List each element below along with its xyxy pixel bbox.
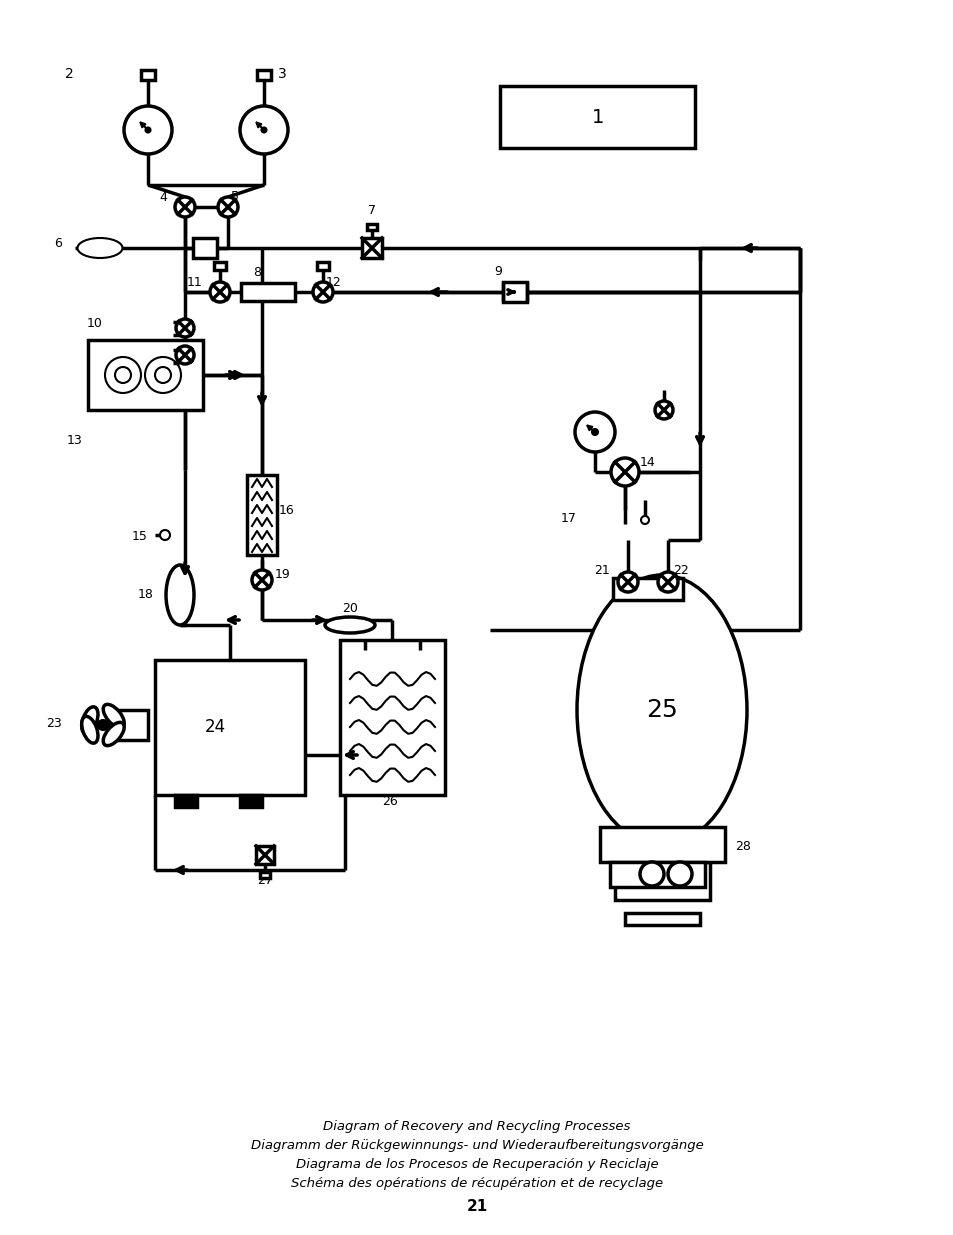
Circle shape — [240, 106, 288, 154]
Bar — [260, 872, 270, 878]
Circle shape — [610, 458, 639, 487]
Text: 5: 5 — [231, 189, 239, 203]
Bar — [256, 70, 271, 80]
Ellipse shape — [82, 716, 98, 743]
Bar — [624, 913, 700, 925]
Bar — [174, 795, 196, 806]
Text: 9: 9 — [494, 264, 501, 278]
Text: 26: 26 — [382, 795, 397, 808]
Circle shape — [98, 720, 108, 730]
Circle shape — [252, 571, 272, 590]
Bar — [193, 238, 216, 258]
Circle shape — [105, 357, 141, 393]
Circle shape — [154, 367, 171, 383]
Bar — [613, 578, 682, 600]
Bar — [316, 262, 329, 270]
Bar — [88, 340, 203, 410]
Text: 18: 18 — [138, 588, 153, 600]
Circle shape — [124, 106, 172, 154]
Ellipse shape — [77, 238, 122, 258]
Text: 13: 13 — [66, 433, 82, 447]
Circle shape — [210, 282, 230, 303]
Circle shape — [146, 127, 151, 132]
Text: 2: 2 — [65, 67, 73, 82]
Circle shape — [313, 282, 333, 303]
Bar — [141, 70, 154, 80]
Text: 16: 16 — [278, 504, 294, 516]
Circle shape — [175, 319, 193, 337]
Circle shape — [658, 572, 678, 592]
Text: 15: 15 — [132, 530, 148, 542]
Text: 19: 19 — [274, 568, 291, 580]
Ellipse shape — [103, 722, 124, 746]
Text: 14: 14 — [639, 456, 655, 468]
Text: 24: 24 — [204, 718, 225, 736]
Bar — [108, 710, 148, 740]
Bar — [240, 795, 262, 806]
Text: 3: 3 — [277, 67, 287, 82]
Text: 22: 22 — [672, 563, 688, 577]
Ellipse shape — [577, 576, 746, 845]
Circle shape — [115, 367, 131, 383]
Ellipse shape — [325, 618, 375, 634]
Circle shape — [261, 127, 266, 132]
Circle shape — [175, 346, 193, 364]
Circle shape — [640, 516, 648, 524]
Bar — [247, 475, 276, 555]
Ellipse shape — [103, 704, 124, 727]
Circle shape — [592, 429, 598, 435]
Circle shape — [655, 401, 672, 419]
Bar — [154, 659, 305, 795]
Bar — [241, 283, 294, 301]
Circle shape — [667, 862, 691, 885]
Ellipse shape — [166, 564, 193, 625]
Text: 6: 6 — [54, 236, 62, 249]
Bar — [609, 862, 704, 887]
Bar — [255, 846, 274, 864]
Text: 10: 10 — [87, 316, 103, 330]
Text: 20: 20 — [342, 601, 357, 615]
Text: 11: 11 — [186, 275, 202, 289]
Text: 27: 27 — [256, 874, 273, 887]
Text: Schéma des opérations de récupération et de recyclage: Schéma des opérations de récupération et… — [291, 1177, 662, 1191]
Text: Diagrama de los Procesos de Recuperación y Reciclaje: Diagrama de los Procesos de Recuperación… — [295, 1158, 658, 1171]
Text: 21: 21 — [594, 563, 609, 577]
Circle shape — [575, 412, 615, 452]
Text: 25: 25 — [645, 698, 678, 722]
Text: Diagramm der Rückgewinnungs- und Wiederaufbereitungsvorgänge: Diagramm der Rückgewinnungs- und Wiedera… — [251, 1139, 702, 1152]
Text: 21: 21 — [466, 1199, 487, 1214]
Text: 4: 4 — [159, 190, 167, 204]
Circle shape — [174, 198, 194, 217]
Text: 17: 17 — [560, 511, 577, 525]
Bar — [502, 282, 526, 303]
Text: 23: 23 — [46, 716, 62, 730]
Text: 1: 1 — [591, 107, 603, 126]
Ellipse shape — [82, 706, 98, 734]
Circle shape — [160, 530, 170, 540]
Bar — [599, 827, 724, 862]
Text: 8: 8 — [253, 266, 261, 279]
Text: Diagram of Recovery and Recycling Processes: Diagram of Recovery and Recycling Proces… — [323, 1120, 630, 1132]
Circle shape — [145, 357, 181, 393]
Circle shape — [218, 198, 237, 217]
Text: 12: 12 — [326, 275, 341, 289]
Bar — [499, 86, 695, 148]
Bar — [361, 238, 381, 258]
Circle shape — [639, 862, 663, 885]
Bar — [615, 862, 709, 900]
Bar — [213, 262, 226, 270]
Ellipse shape — [240, 283, 295, 301]
Bar — [339, 640, 444, 795]
Text: 28: 28 — [734, 841, 750, 853]
Circle shape — [618, 572, 638, 592]
Bar — [367, 224, 376, 230]
Text: 7: 7 — [368, 204, 375, 216]
